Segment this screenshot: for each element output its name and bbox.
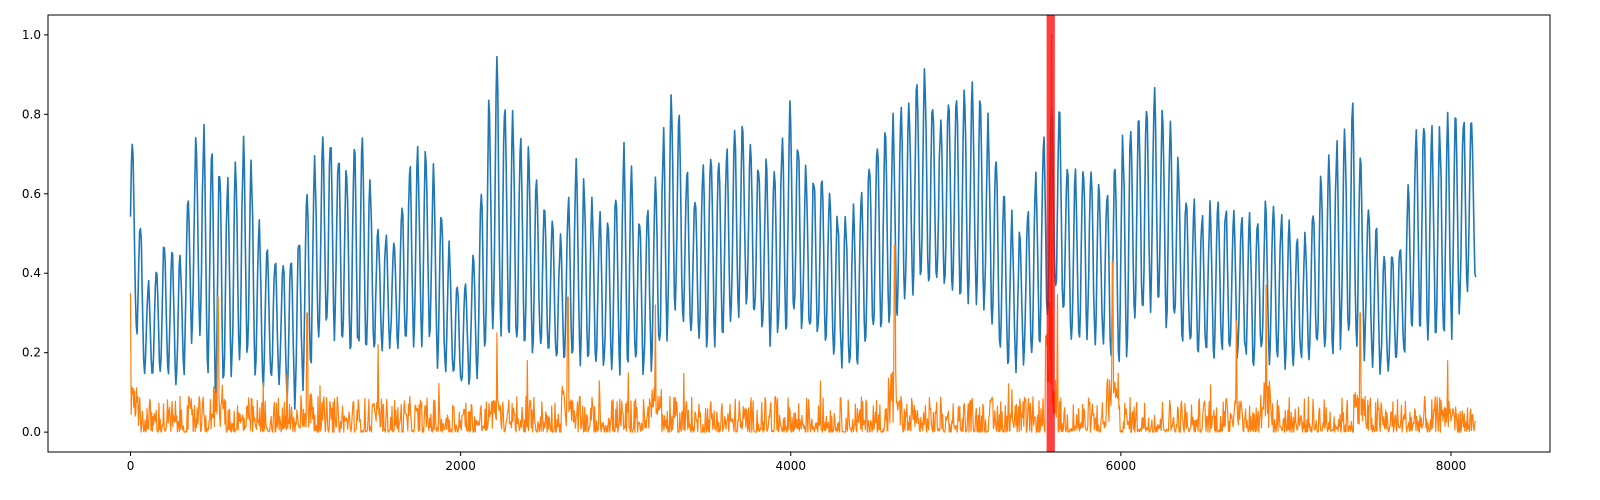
x-tick-label: 8000: [1436, 459, 1467, 473]
y-tick-label: 0.2: [22, 346, 41, 360]
x-tick-label: 2000: [445, 459, 476, 473]
y-tick-label: 1.0: [22, 28, 41, 42]
x-tick-label: 0: [127, 459, 135, 473]
highlight-span: [1046, 15, 1055, 452]
plot-area: [48, 15, 1550, 452]
series-1-line: [129, 55, 1477, 410]
series-2-line: [129, 34, 1476, 433]
plot-background: [48, 15, 1550, 452]
y-tick-label: 0.6: [22, 187, 41, 201]
x-tick-label: 6000: [1106, 459, 1137, 473]
y-tick-label: 0.4: [22, 266, 41, 280]
axes-frame: [47, 14, 1551, 453]
y-tick-label: 0.0: [22, 425, 41, 439]
y-tick-label: 0.8: [22, 107, 41, 121]
series-layer: [129, 15, 1477, 452]
axes-layer: 0 2000 4000 6000 8000 0.0 0.2 0.4 0.6 0.8 1.0: [22, 14, 1551, 473]
x-tick-label: 4000: [775, 459, 806, 473]
